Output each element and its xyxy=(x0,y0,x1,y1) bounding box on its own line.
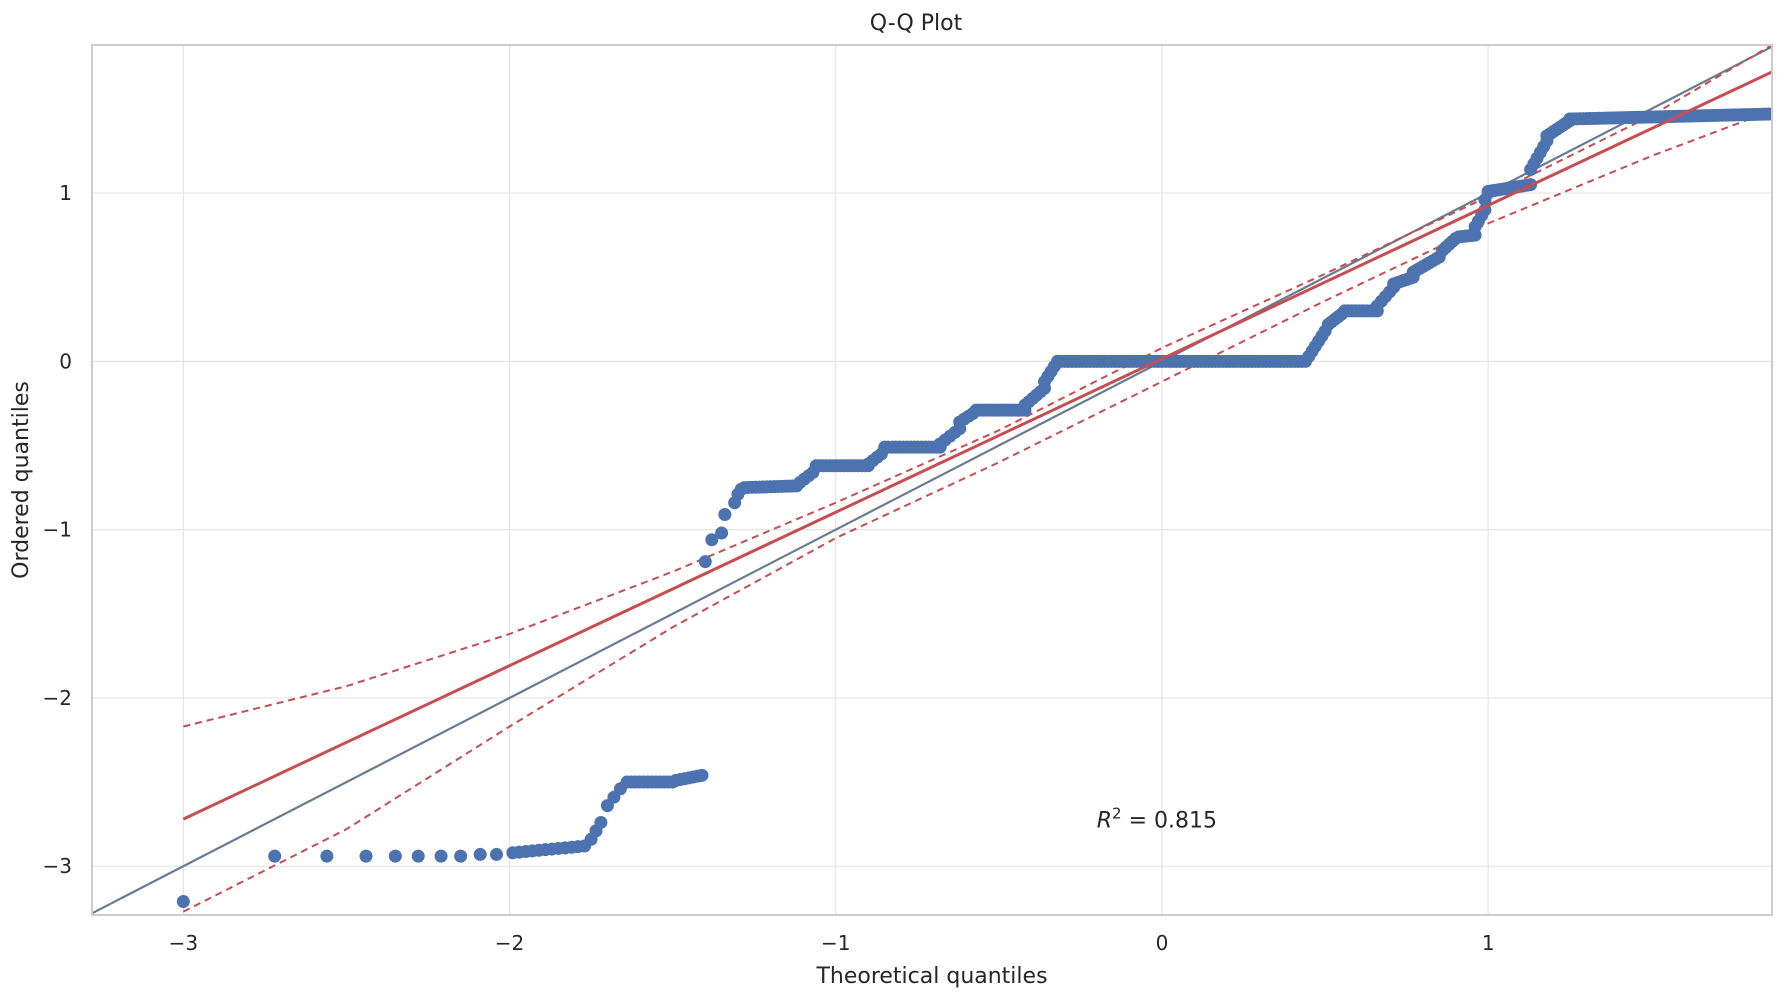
r-squared-symbol: R xyxy=(1097,808,1112,833)
data-point xyxy=(718,507,732,521)
x-tick-label: 1 xyxy=(1482,931,1495,955)
data-point xyxy=(454,849,468,863)
data-point xyxy=(320,849,334,863)
data-point xyxy=(1765,107,1772,121)
data-point xyxy=(268,849,282,863)
data-point xyxy=(490,847,504,861)
y-tick-label: −1 xyxy=(43,518,72,542)
y-tick-label: −3 xyxy=(43,854,72,878)
x-tick-label: −3 xyxy=(169,931,198,955)
confidence-band-lower xyxy=(182,109,1772,913)
confidence-band-upper xyxy=(183,45,1772,728)
chart-title: Q-Q Plot xyxy=(870,11,963,36)
x-tick-label: −2 xyxy=(495,931,524,955)
data-point xyxy=(434,849,448,863)
data-point xyxy=(176,895,190,909)
data-point xyxy=(473,847,487,861)
x-tick-label: −1 xyxy=(821,931,850,955)
plot-area xyxy=(92,45,1772,915)
r-squared-value: = 0.815 xyxy=(1122,808,1217,833)
data-point xyxy=(715,526,729,540)
axis-ticks: −3 −2 −1 0 1 −3 −2 −1 0 1 xyxy=(43,181,1495,955)
data-point xyxy=(388,849,402,863)
fit-line xyxy=(182,70,1772,821)
data-point xyxy=(705,533,719,547)
r-squared-annotation: R2 = 0.815 xyxy=(1097,804,1217,833)
data-points xyxy=(176,107,1772,909)
data-point xyxy=(695,768,709,782)
y-tick-label: −2 xyxy=(43,686,72,710)
r-squared-exponent: 2 xyxy=(1112,804,1122,822)
data-point xyxy=(359,849,373,863)
x-axis-label: Theoretical quantiles xyxy=(815,964,1047,989)
y-axis-label: Ordered quantiles xyxy=(9,381,34,579)
plot-frame xyxy=(91,44,1773,916)
y-tick-label: 1 xyxy=(59,181,72,205)
data-point xyxy=(594,815,608,829)
y-tick-label: 0 xyxy=(59,349,72,373)
data-point xyxy=(411,849,425,863)
reference-line xyxy=(92,45,1772,915)
data-point xyxy=(698,555,712,569)
x-tick-label: 0 xyxy=(1156,931,1169,955)
